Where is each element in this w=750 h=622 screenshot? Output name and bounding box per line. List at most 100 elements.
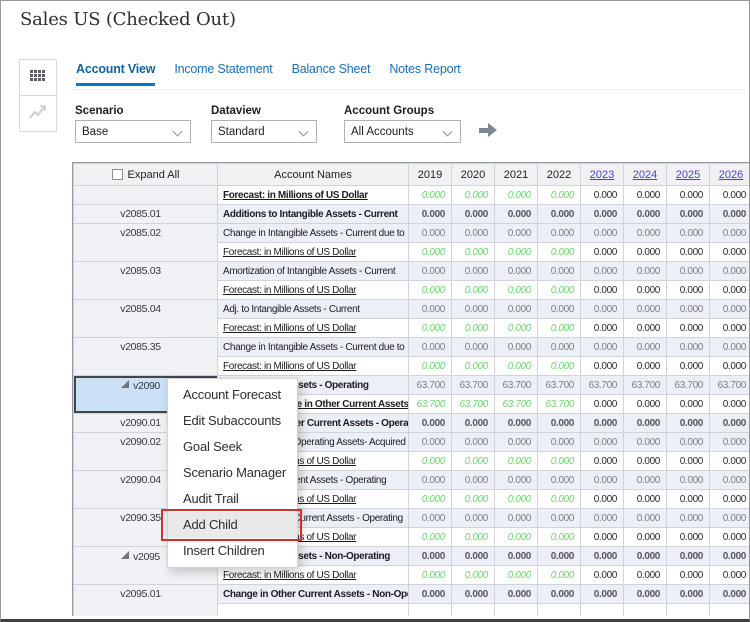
value-cell-2025[interactable]: 0.000 — [666, 337, 710, 357]
value-cell-2022[interactable]: 0.000 — [537, 508, 581, 528]
value-cell-2020[interactable]: 0.000 — [451, 546, 495, 566]
forecast-link[interactable]: Forecast: in Millions of US Dollar — [217, 356, 409, 376]
value-cell-2025[interactable]: 0.000 — [666, 223, 710, 243]
value-cell-2020[interactable]: 0.000 — [451, 489, 495, 509]
value-cell-2022[interactable]: 0.000 — [537, 185, 581, 205]
value-cell-2026[interactable]: 0.000 — [709, 356, 749, 376]
tab-income-statement[interactable]: Income Statement — [174, 62, 273, 76]
value-cell-2022[interactable]: 0.000 — [537, 318, 581, 338]
menu-item-add-child[interactable]: Add Child — [161, 509, 302, 541]
value-cell-2026[interactable]: 0.000 — [709, 584, 749, 604]
value-cell-2022[interactable]: 63.700 — [537, 375, 581, 395]
value-cell-2025[interactable]: 0.000 — [666, 185, 710, 205]
value-cell-2024[interactable]: 63.700 — [623, 375, 667, 395]
year-header-2023[interactable]: 2023 — [580, 163, 624, 186]
value-cell-2025[interactable]: 0.000 — [666, 584, 710, 604]
value-cell-2026[interactable]: 0.000 — [709, 508, 749, 528]
value-cell-2025[interactable]: 0.000 — [666, 318, 710, 338]
value-cell-2025[interactable]: 63.700 — [666, 375, 710, 395]
value-cell-2021[interactable]: 0.000 — [494, 565, 538, 585]
menu-item-goal-seek[interactable]: Goal Seek — [183, 439, 242, 454]
value-cell-2026[interactable]: 0.000 — [709, 223, 749, 243]
value-cell-2019[interactable]: 0.000 — [408, 432, 452, 452]
value-cell-2023[interactable]: 0.000 — [580, 299, 624, 319]
value-cell-2021[interactable]: 0.000 — [494, 489, 538, 509]
value-cell-2021[interactable]: 63.700 — [494, 394, 538, 414]
menu-item-edit-subaccounts[interactable]: Edit Subaccounts — [183, 413, 281, 428]
value-cell-2022[interactable]: 0.000 — [537, 451, 581, 471]
value-cell-2023[interactable] — [580, 603, 624, 616]
value-cell-2023[interactable]: 0.000 — [580, 584, 624, 604]
value-cell-2020[interactable]: 0.000 — [451, 413, 495, 433]
year-header-2024[interactable]: 2024 — [623, 163, 667, 186]
tab-notes-report[interactable]: Notes Report — [389, 62, 461, 76]
value-cell-2022[interactable]: 0.000 — [537, 413, 581, 433]
value-cell-2026[interactable]: 0.000 — [709, 394, 749, 414]
value-cell-2019[interactable]: 63.700 — [408, 394, 452, 414]
value-cell-2024[interactable]: 0.000 — [623, 508, 667, 528]
value-cell-2024[interactable]: 0.000 — [623, 185, 667, 205]
value-cell-2024[interactable]: 0.000 — [623, 261, 667, 281]
value-cell-2019[interactable]: 0.000 — [408, 356, 452, 376]
value-cell-2019[interactable]: 0.000 — [408, 546, 452, 566]
expanded-node-icon[interactable] — [121, 550, 130, 562]
value-cell-2024[interactable]: 0.000 — [623, 204, 667, 224]
account-code-cell-v2085-04[interactable]: v2085.04 — [73, 299, 218, 338]
account-code-cell-v2085-03[interactable]: v2085.03 — [73, 261, 218, 300]
value-cell-2020[interactable]: 0.000 — [451, 565, 495, 585]
expand-all-header[interactable]: Expand All — [73, 163, 218, 186]
value-cell-2024[interactable]: 0.000 — [623, 527, 667, 547]
value-cell-2024[interactable]: 0.000 — [623, 242, 667, 262]
value-cell-2026[interactable]: 0.000 — [709, 565, 749, 585]
menu-item-account-forecast[interactable]: Account Forecast — [183, 387, 281, 402]
value-cell-2022[interactable]: 0.000 — [537, 261, 581, 281]
value-cell-2024[interactable]: 0.000 — [623, 432, 667, 452]
value-cell-2020[interactable] — [451, 603, 495, 616]
value-cell-2022[interactable]: 0.000 — [537, 280, 581, 300]
value-cell-2025[interactable]: 0.000 — [666, 565, 710, 585]
value-cell-2025[interactable]: 0.000 — [666, 356, 710, 376]
value-cell-2021[interactable]: 0.000 — [494, 185, 538, 205]
value-cell-2022[interactable]: 0.000 — [537, 470, 581, 490]
value-cell-2019[interactable]: 0.000 — [408, 470, 452, 490]
account-code-cell-v2085-01[interactable]: v2085.01 — [73, 204, 218, 224]
account-code-cell-v2085-02[interactable]: v2085.02 — [73, 223, 218, 262]
value-cell-2019[interactable]: 0.000 — [408, 508, 452, 528]
value-cell-2021[interactable]: 0.000 — [494, 508, 538, 528]
value-cell-2023[interactable]: 0.000 — [580, 489, 624, 509]
value-cell-2024[interactable]: 0.000 — [623, 337, 667, 357]
value-cell-2024[interactable]: 0.000 — [623, 394, 667, 414]
value-cell-2021[interactable]: 0.000 — [494, 242, 538, 262]
value-cell-2020[interactable]: 0.000 — [451, 299, 495, 319]
value-cell-2025[interactable]: 0.000 — [666, 432, 710, 452]
value-cell-2019[interactable]: 0.000 — [408, 280, 452, 300]
value-cell-2019[interactable]: 0.000 — [408, 299, 452, 319]
value-cell-2019[interactable]: 0.000 — [408, 318, 452, 338]
menu-item-audit-trail[interactable]: Audit Trail — [183, 491, 239, 506]
value-cell-2020[interactable]: 0.000 — [451, 432, 495, 452]
value-cell-2021[interactable]: 0.000 — [494, 432, 538, 452]
value-cell-2024[interactable]: 0.000 — [623, 451, 667, 471]
value-cell-2023[interactable]: 0.000 — [580, 242, 624, 262]
value-cell-2021[interactable]: 0.000 — [494, 584, 538, 604]
value-cell-2022[interactable]: 0.000 — [537, 527, 581, 547]
value-cell-2020[interactable]: 0.000 — [451, 204, 495, 224]
value-cell-2024[interactable] — [623, 603, 667, 616]
account-code-cell-v2085-35[interactable]: v2085.35 — [73, 337, 218, 376]
forecast-link[interactable]: Forecast: in Millions of US Dollar — [217, 280, 409, 300]
value-cell-2021[interactable]: 63.700 — [494, 375, 538, 395]
value-cell-2024[interactable]: 0.000 — [623, 223, 667, 243]
value-cell-2019[interactable]: 0.000 — [408, 337, 452, 357]
value-cell-2026[interactable]: 0.000 — [709, 242, 749, 262]
value-cell-2026[interactable]: 0.000 — [709, 337, 749, 357]
value-cell-2020[interactable]: 0.000 — [451, 508, 495, 528]
value-cell-2020[interactable]: 0.000 — [451, 223, 495, 243]
year-header-2025[interactable]: 2025 — [666, 163, 710, 186]
value-cell-2025[interactable] — [666, 603, 710, 616]
value-cell-2019[interactable]: 0.000 — [408, 451, 452, 471]
forecast-link[interactable]: Forecast: in Millions of US Dollar — [217, 565, 409, 585]
scenario-select[interactable]: Base — [75, 120, 191, 143]
value-cell-2024[interactable]: 0.000 — [623, 565, 667, 585]
value-cell-2026[interactable]: 0.000 — [709, 280, 749, 300]
value-cell-2026[interactable]: 0.000 — [709, 489, 749, 509]
